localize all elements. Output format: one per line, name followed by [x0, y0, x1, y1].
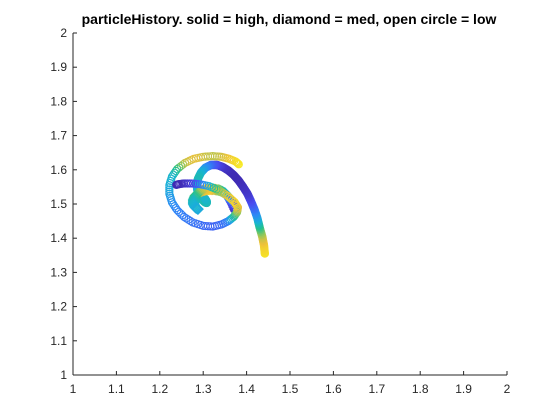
x-tick-label: 2	[504, 382, 511, 396]
diamond-point	[192, 203, 204, 216]
y-tick-label: 1.7	[50, 129, 67, 143]
x-tick-label: 1.9	[455, 382, 472, 396]
open-circle-point	[165, 183, 174, 192]
open-circle-point	[182, 214, 191, 223]
y-tick-label: 1.9	[50, 60, 67, 74]
open-circle-point	[180, 212, 189, 222]
x-tick-label: 1	[70, 382, 77, 396]
y-tick-label: 1.4	[50, 231, 67, 245]
x-tick-label: 1.4	[238, 382, 255, 396]
y-tick-label: 1.5	[50, 197, 67, 211]
open-circle-point	[165, 185, 174, 194]
tick-labels: 1 1.1 1.2 1.3 1.4 1.5 1.6 1.7 1.8 1.9 2 1 1.1 1.2 1.3 1…	[50, 26, 510, 396]
x-tick-label: 1.8	[412, 382, 429, 396]
y-tick-label: 2	[60, 26, 67, 40]
x-tick-label: 1.6	[325, 382, 342, 396]
y-tick-label: 1.1	[50, 334, 67, 348]
y-tick-label: 1.2	[50, 300, 67, 314]
open-circle-point	[231, 199, 240, 208]
x-tick-label: 1.7	[368, 382, 385, 396]
open-circle-point	[221, 190, 230, 199]
open-circle-point	[223, 191, 232, 200]
open-circle-point	[219, 188, 228, 198]
y-tick-label: 1.3	[50, 265, 67, 279]
x-tick-label: 1.1	[108, 382, 125, 396]
open-circle-point	[216, 187, 226, 196]
x-tick-label: 1.3	[195, 382, 212, 396]
series-open-circle	[165, 152, 243, 231]
y-tick-label: 1.8	[50, 94, 67, 108]
chart-title: particleHistory. solid = high, diamond =…	[82, 11, 497, 27]
open-circle-point	[186, 217, 195, 226]
y-tick-label: 1.6	[50, 163, 67, 177]
open-circle-point	[165, 187, 174, 196]
open-circle-point	[172, 180, 181, 189]
x-tick-label: 1.2	[151, 382, 168, 396]
x-tick-label: 1.5	[282, 382, 299, 396]
y-tick-label: 1	[60, 368, 67, 382]
plot-area	[165, 152, 270, 258]
axes	[72, 32, 508, 376]
open-circle-point	[184, 215, 193, 224]
